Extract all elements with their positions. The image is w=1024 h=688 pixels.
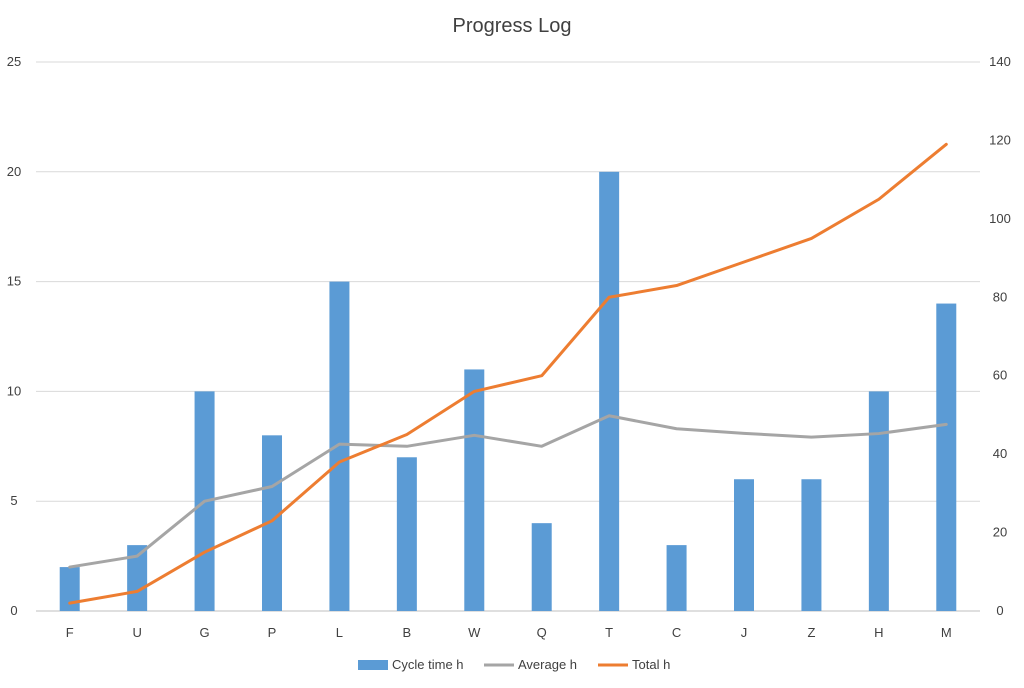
right-tick-label: 140 — [989, 54, 1011, 69]
bar — [868, 391, 889, 611]
x-tick-label: F — [66, 625, 74, 640]
x-tick-label: W — [468, 625, 481, 640]
series-line — [68, 414, 948, 569]
right-tick-label: 60 — [993, 368, 1007, 383]
x-tick-label: M — [941, 625, 952, 640]
bar — [262, 435, 282, 611]
left-tick-label: 15 — [7, 274, 21, 289]
x-tick-label: U — [132, 625, 141, 640]
left-tick-label: 0 — [10, 603, 17, 618]
bar — [396, 457, 417, 611]
x-tick-label: T — [605, 625, 613, 640]
x-tick-label: Z — [807, 625, 815, 640]
bar — [734, 479, 754, 611]
bar — [531, 523, 552, 611]
bar — [801, 479, 822, 611]
x-tick-label: Q — [537, 625, 547, 640]
right-tick-label: 100 — [989, 211, 1011, 226]
bar — [464, 369, 485, 611]
bar — [936, 303, 957, 611]
left-tick-label: 10 — [7, 383, 21, 398]
left-tick-label: 20 — [7, 164, 21, 179]
legend-label: Average h — [518, 657, 577, 672]
right-tick-label: 40 — [993, 446, 1007, 461]
chart-title: Progress Log — [453, 15, 572, 37]
line-series — [68, 142, 948, 605]
x-tick-label: J — [741, 625, 748, 640]
right-tick-label: 120 — [989, 132, 1011, 147]
right-tick-label: 80 — [993, 289, 1007, 304]
legend-label: Total h — [632, 657, 670, 672]
right-tick-label: 20 — [993, 525, 1007, 540]
x-tick-label: G — [200, 625, 210, 640]
x-tick-label: P — [268, 625, 277, 640]
x-tick-label: L — [336, 625, 343, 640]
bar — [599, 171, 620, 612]
series-line — [68, 142, 948, 605]
right-axis-ticks: 0 20 40 60 80 100 120 140 — [989, 54, 1011, 618]
bar — [127, 545, 148, 611]
bar — [329, 281, 350, 611]
left-tick-label: 25 — [7, 54, 21, 69]
x-tick-label: C — [672, 625, 681, 640]
bar-series — [59, 171, 957, 612]
bar — [666, 545, 687, 611]
bar — [59, 567, 80, 611]
gridlines — [36, 61, 980, 612]
x-tick-label: B — [403, 625, 412, 640]
left-tick-label: 5 — [10, 493, 17, 508]
legend-label: Cycle time h — [392, 657, 464, 672]
left-axis-ticks: 0 5 10 15 20 25 — [7, 54, 21, 618]
x-tick-label: H — [874, 625, 883, 640]
legend-swatch — [358, 660, 388, 670]
right-tick-label: 0 — [996, 603, 1003, 618]
legend: Cycle time h Average h Total h — [358, 657, 670, 672]
